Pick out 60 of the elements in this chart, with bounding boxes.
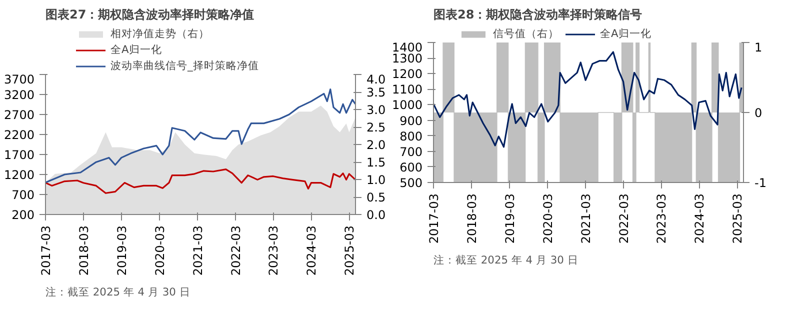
y2-tick-label: 2.5 <box>366 120 386 134</box>
y-tick-label: 2200 <box>4 128 35 142</box>
y-tick-label: 1000 <box>392 98 423 112</box>
x-tick-label: 2024-03 <box>692 194 707 244</box>
x-tick-label: 2022-03 <box>616 194 631 244</box>
x-tick-label: 2025-03 <box>730 194 745 244</box>
line-series <box>46 88 356 184</box>
x-tick-label: 2020-03 <box>152 226 167 276</box>
chart-title: 图表28：期权隐含波动率择时策略信号 <box>434 8 642 22</box>
x-tick-label: 2024-03 <box>304 226 319 276</box>
y-tick-label: 1700 <box>4 148 35 162</box>
y2-tick-label: 1 <box>754 40 762 54</box>
x-tick-label: 2020-03 <box>540 194 555 244</box>
y2-tick-label: 2.0 <box>366 138 386 152</box>
legend-label: 相对净值走势（右） <box>110 26 210 42</box>
chart-title: 图表27：期权隐含波动率择时策略净值 <box>46 8 254 22</box>
y2-tick-label: 1.5 <box>366 156 386 170</box>
x-tick-label: 2023-03 <box>654 194 669 244</box>
y2-tick-label: 3.0 <box>366 103 386 117</box>
legend-label: 全A归一化 <box>110 42 163 58</box>
line-series <box>434 51 742 148</box>
y2-tick-label: 3.5 <box>366 86 386 100</box>
y-tick-label: 700 <box>12 188 34 202</box>
y-tick-label: 3200 <box>4 88 35 102</box>
legend-label: 信号值（右） <box>492 26 560 42</box>
y2-tick-label: 0.5 <box>366 190 386 204</box>
y2-tick-label: 0 <box>754 106 762 120</box>
legend-label: 全A归一化 <box>600 26 652 42</box>
y2-tick-label: -1 <box>754 176 766 190</box>
y-tick-label: 500 <box>400 176 422 190</box>
y-tick-label: 200 <box>12 208 34 222</box>
y2-tick-label: 0.0 <box>366 208 386 222</box>
y-tick-label: 1100 <box>392 82 423 97</box>
y-tick-label: 800 <box>400 129 422 144</box>
y2-tick-label: 1.0 <box>366 173 386 187</box>
x-tick-label: 2019-03 <box>114 226 129 276</box>
x-tick-label: 2022-03 <box>228 226 243 276</box>
y-tick-label: 3700 <box>4 72 35 86</box>
y2-tick-label: 4.0 <box>366 72 386 86</box>
y-tick-label: 1200 <box>4 168 35 182</box>
x-tick-label: 2017-03 <box>39 226 53 276</box>
y-tick-label: 1300 <box>392 52 423 66</box>
text: 注：截至 2025 年 4 月 30 日 <box>46 286 190 298</box>
x-tick-label: 2023-03 <box>266 226 281 276</box>
line-series <box>46 168 356 194</box>
y-tick-label: 1200 <box>392 67 423 82</box>
y-tick-label: 900 <box>400 114 422 128</box>
y-tick-label: 2700 <box>4 108 35 122</box>
y-tick-label: 700 <box>400 144 422 159</box>
x-tick-label: 2018-03 <box>76 226 91 276</box>
y-tick-label: 1400 <box>392 40 423 54</box>
x-tick-label: 2021-03 <box>190 226 205 276</box>
legend-label: 波动率曲线信号_择时策略净值 <box>110 58 260 74</box>
y-tick-label: 600 <box>400 160 422 174</box>
x-tick-label: 2025-03 <box>342 226 357 276</box>
x-tick-label: 2018-03 <box>464 194 479 244</box>
x-tick-label: 2017-03 <box>427 194 441 244</box>
text: 注：截至 2025 年 4 月 30 日 <box>434 254 578 266</box>
x-tick-label: 2019-03 <box>502 194 517 244</box>
x-tick-label: 2021-03 <box>578 194 593 244</box>
